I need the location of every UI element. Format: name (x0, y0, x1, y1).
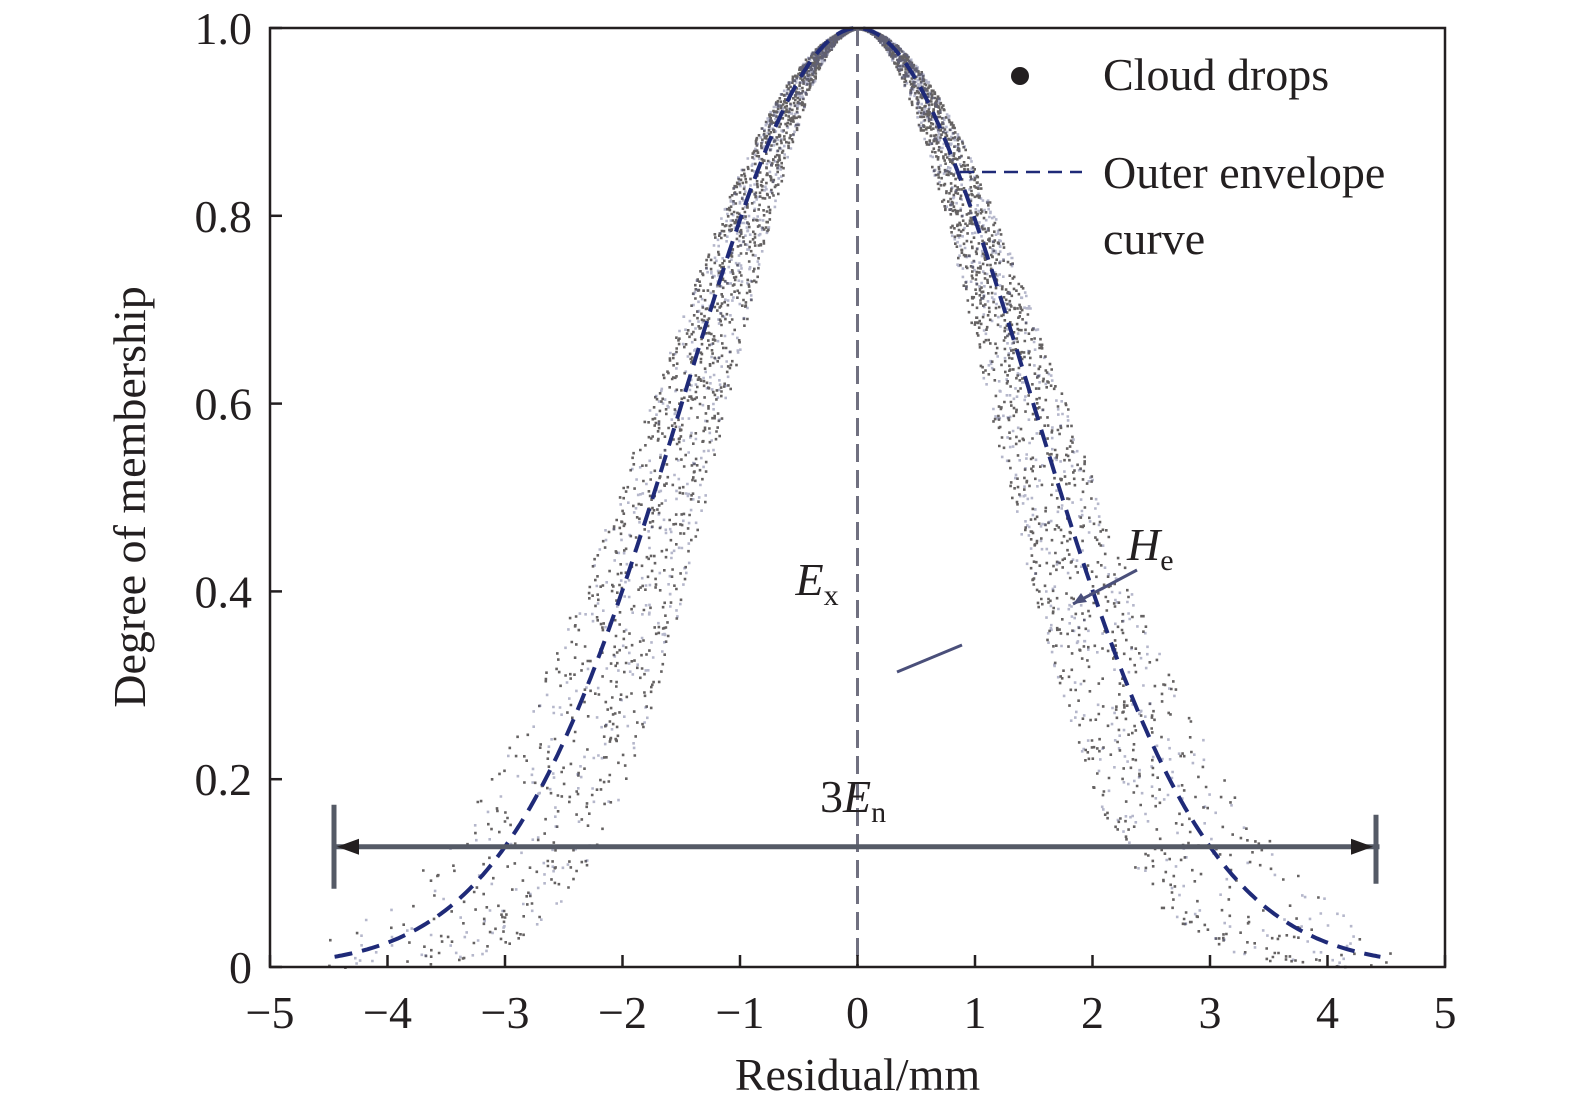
y-tick-label: 0.6 (195, 379, 253, 430)
x-tick-label: 0 (846, 987, 869, 1038)
y-tick-label: 1.0 (195, 3, 253, 54)
en-right-arrowhead (1351, 838, 1373, 855)
en-left-arrowhead (337, 838, 359, 855)
y-tick-label: 0.2 (195, 754, 253, 805)
en-label: 3En (820, 771, 886, 829)
annotations: Ex He 3En (331, 28, 1380, 967)
x-tick-label: 2 (1081, 987, 1104, 1038)
y-tick-label: 0 (229, 942, 252, 993)
legend-envelope-label: curve (1103, 213, 1205, 264)
x-tick-label: 5 (1434, 987, 1457, 1038)
legend-cloud-drops-label: Cloud drops (1103, 49, 1329, 100)
x-tick-label: 4 (1316, 987, 1339, 1038)
ex-label: Ex (795, 554, 839, 612)
y-tick-label: 0.4 (195, 566, 253, 617)
y-tick-label: 0.8 (195, 191, 253, 242)
x-tick-label: −4 (363, 987, 412, 1038)
axes: −5 −4 −3 −2 −1 0 1 2 3 4 5 0 0.2 0.4 0.6 0.8 1.0 Residual… (104, 3, 1457, 1100)
x-tick-label: 3 (1199, 987, 1222, 1038)
x-tick-label: −5 (246, 987, 295, 1038)
y-axis-label: Degree of membership (104, 286, 155, 708)
x-tick-label: −2 (598, 987, 647, 1038)
he-arrowhead (1073, 593, 1087, 604)
legend-cloud-drops-marker (1011, 67, 1029, 85)
x-axis-label: Residual/mm (735, 1049, 981, 1100)
he-arrow-inner (896, 643, 963, 674)
he-label: He (1126, 519, 1174, 577)
legend-envelope-label: Outer envelope (1103, 147, 1385, 198)
legend: Cloud drops Outer envelope curve (960, 49, 1385, 264)
x-tick-label: −1 (716, 987, 765, 1038)
x-tick-label: 1 (964, 987, 987, 1038)
x-tick-label: −3 (481, 987, 530, 1038)
